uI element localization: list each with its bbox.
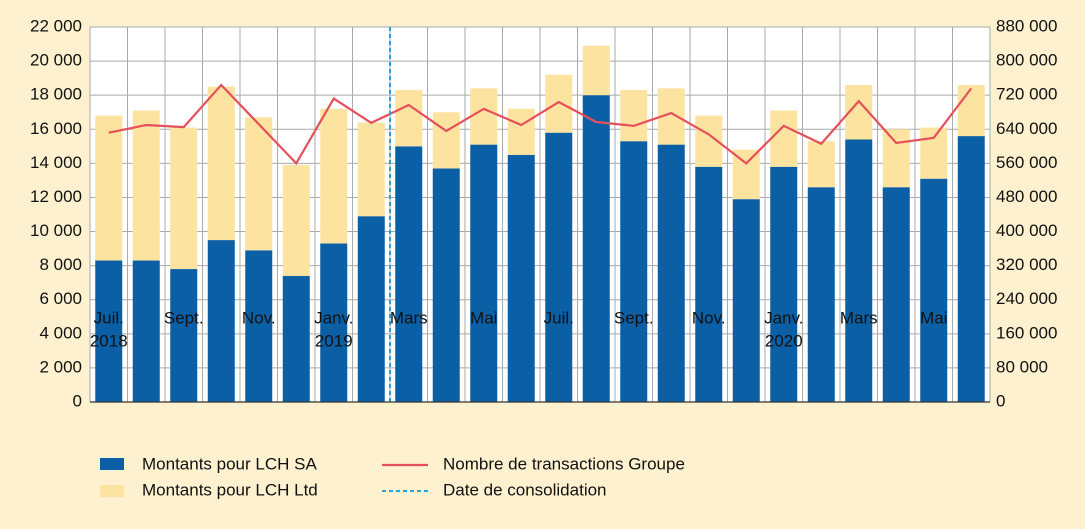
legend-label: Montants pour LCH SA [142, 454, 317, 473]
bar-segment [95, 260, 123, 402]
y-tick-label: 12 000 [30, 187, 82, 206]
legend-label: Montants pour LCH Ltd [142, 480, 318, 499]
bar-segment [470, 144, 498, 402]
bar-segment [957, 84, 985, 137]
x-tick-label: Sept. [164, 308, 204, 327]
bar-segment [545, 132, 573, 402]
bar-segment [320, 108, 348, 244]
y2-tick-label: 800 000 [996, 51, 1057, 70]
y-tick-label: 4 000 [39, 323, 82, 342]
y-tick-label: 0 [73, 391, 82, 410]
bar-segment [620, 90, 648, 142]
y-tick-label: 2 000 [39, 357, 82, 376]
bar-segment [170, 127, 198, 270]
x-year-label: 2019 [315, 331, 353, 350]
bar-segment [282, 275, 310, 402]
x-tick-label: Nov. [692, 308, 726, 327]
y2-tick-label: 720 000 [996, 85, 1057, 104]
y2-tick-label: 0 [996, 391, 1005, 410]
y2-tick-label: 400 000 [996, 221, 1057, 240]
y-tick-label: 18 000 [30, 85, 82, 104]
bar-segment [582, 45, 610, 96]
legend-swatch [100, 458, 124, 470]
x-tick-label: Nov. [242, 308, 276, 327]
bar-segment [282, 165, 310, 276]
bar-segment [470, 88, 498, 145]
bar-segment [732, 199, 760, 402]
bar-segment [770, 166, 798, 402]
bar-segment [732, 149, 760, 200]
x-tick-label: Mars [840, 308, 878, 327]
y2-tick-label: 160 000 [996, 323, 1057, 342]
line-series [108, 83, 973, 166]
bar-segment [545, 74, 573, 133]
y-tick-label: 8 000 [39, 255, 82, 274]
x-year-label: 2018 [90, 331, 128, 350]
x-tick-label: Juil. [94, 308, 124, 327]
x-tick-label: Janv. [764, 308, 803, 327]
legend-label: Nombre de transactions Groupe [443, 454, 685, 473]
bar-segment [957, 136, 985, 402]
bar-segment [507, 108, 535, 155]
y2-tick-label: 880 000 [996, 16, 1057, 35]
x-tick-label: Sept. [614, 308, 654, 327]
y2-tick-label: 80 000 [996, 357, 1048, 376]
x-year-label: 2020 [765, 331, 803, 350]
bar-segment [582, 95, 610, 402]
bar-segment [807, 187, 835, 402]
bar-segment [170, 269, 198, 402]
y-tick-label: 22 000 [30, 16, 82, 35]
bar-segment [357, 216, 385, 402]
bar-segment [432, 112, 460, 169]
y2-tick-label: 240 000 [996, 289, 1057, 308]
x-tick-label: Janv. [314, 308, 353, 327]
bar-segment [657, 144, 685, 402]
x-tick-label: Mai [920, 308, 947, 327]
bar-segment [207, 86, 235, 241]
bar-segment [132, 260, 160, 402]
x-tick-label: Mars [390, 308, 428, 327]
bar-segment [95, 115, 123, 261]
bar-segment [882, 187, 910, 402]
bar-segment [882, 129, 910, 188]
bar-segment [620, 141, 648, 403]
y-tick-label: 16 000 [30, 119, 82, 138]
bar-segment [507, 154, 535, 402]
bar-segment [132, 110, 160, 261]
bar-segment [695, 166, 723, 402]
bar-segment [432, 168, 460, 402]
y2-tick-label: 640 000 [996, 119, 1057, 138]
y2-tick-label: 480 000 [996, 187, 1057, 206]
y-tick-label: 10 000 [30, 221, 82, 240]
bar-segment [845, 139, 873, 402]
bar-segment [770, 110, 798, 167]
bar-segment [807, 141, 835, 188]
bar-segment [920, 178, 948, 402]
bar-segment [245, 117, 273, 251]
y-tick-label: 20 000 [30, 51, 82, 70]
y-tick-label: 6 000 [39, 289, 82, 308]
bar-segment [207, 240, 235, 402]
legend-label: Date de consolidation [443, 480, 607, 499]
x-tick-label: Mai [470, 308, 497, 327]
bar-segment [320, 243, 348, 402]
y2-tick-label: 320 000 [996, 255, 1057, 274]
y2-tick-label: 560 000 [996, 153, 1057, 172]
legend-swatch [100, 485, 124, 497]
bar-segment [920, 127, 948, 179]
bar-segment [245, 250, 273, 402]
y-tick-label: 14 000 [30, 153, 82, 172]
x-tick-label: Juil. [544, 308, 574, 327]
bar-segment [395, 146, 423, 402]
bar-segment [357, 122, 385, 217]
bar-segment [395, 90, 423, 147]
